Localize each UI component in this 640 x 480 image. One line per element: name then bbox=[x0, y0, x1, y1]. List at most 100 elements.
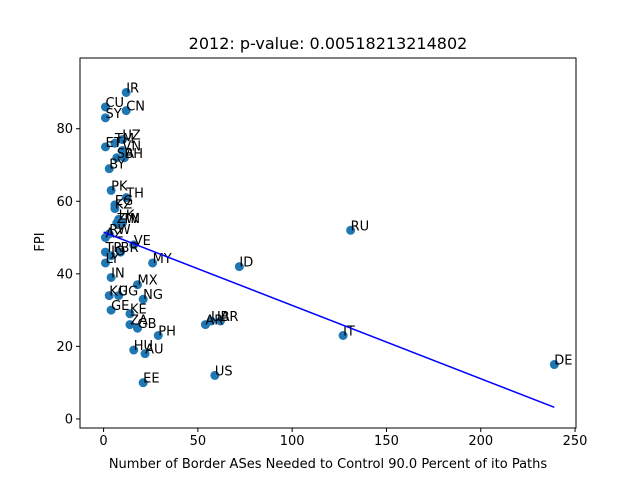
data-point bbox=[153, 331, 163, 340]
data-point bbox=[549, 360, 559, 370]
point-label: JO bbox=[110, 245, 125, 260]
data-point bbox=[121, 87, 131, 97]
data-point bbox=[117, 218, 127, 228]
x-tick-label: 250 bbox=[563, 434, 588, 449]
point-label: HU bbox=[134, 339, 153, 354]
data-point bbox=[216, 316, 226, 326]
point-label: DE bbox=[554, 354, 572, 369]
data-point bbox=[110, 138, 120, 148]
point-label: ZW bbox=[117, 212, 139, 227]
point-label: ID bbox=[239, 256, 253, 271]
x-tick-label: 50 bbox=[190, 434, 207, 449]
point-label: PK bbox=[111, 179, 128, 194]
data-point bbox=[206, 316, 216, 326]
data-point bbox=[210, 370, 220, 380]
point-label: ET bbox=[105, 136, 121, 151]
y-tick-label: 80 bbox=[56, 122, 73, 137]
point-label: TN bbox=[121, 212, 140, 227]
data-point bbox=[100, 142, 110, 152]
point-label: CU bbox=[105, 96, 124, 111]
point-label: RW bbox=[109, 223, 131, 238]
point-label: NG bbox=[143, 288, 163, 303]
point-label: RU bbox=[351, 219, 370, 234]
data-point bbox=[140, 349, 150, 359]
point-label: UZ bbox=[122, 129, 140, 144]
x-tick-label: 150 bbox=[374, 434, 399, 449]
point-label: MY bbox=[153, 252, 172, 267]
data-point bbox=[106, 185, 116, 195]
data-point bbox=[106, 272, 116, 282]
x-axis-label: Number of Border ASes Needed to Control … bbox=[109, 457, 548, 472]
point-label: PH bbox=[158, 325, 176, 340]
point-label: KE bbox=[130, 303, 147, 318]
point-label: UG bbox=[119, 285, 139, 300]
data-point bbox=[112, 153, 122, 163]
x-tick-label: 200 bbox=[468, 434, 493, 449]
point-label: CN bbox=[126, 100, 145, 115]
data-point bbox=[346, 225, 356, 235]
y-tick-label: 40 bbox=[56, 267, 73, 282]
data-point bbox=[234, 262, 244, 272]
y-tick-label: 20 bbox=[56, 340, 73, 355]
y-tick-label: 60 bbox=[56, 195, 73, 210]
point-label: AU bbox=[145, 343, 163, 358]
data-point bbox=[129, 345, 139, 355]
point-label: US bbox=[215, 364, 233, 379]
data-point bbox=[104, 164, 114, 174]
data-point bbox=[114, 291, 124, 301]
data-point bbox=[125, 309, 135, 319]
point-label: VN bbox=[122, 140, 141, 155]
data-point bbox=[104, 291, 114, 301]
data-point bbox=[133, 280, 143, 290]
data-point bbox=[338, 331, 348, 340]
point-label: BY bbox=[109, 158, 125, 173]
point-label: LY bbox=[105, 252, 119, 267]
data-point bbox=[106, 251, 116, 261]
data-point bbox=[148, 258, 158, 268]
point-label: TH bbox=[125, 187, 144, 202]
point-label: BH bbox=[124, 147, 143, 162]
x-tick-label: 100 bbox=[280, 434, 305, 449]
y-axis-label: FPI bbox=[33, 232, 48, 251]
data-point bbox=[106, 305, 116, 315]
data-point bbox=[121, 106, 131, 116]
x-tick-label: 0 bbox=[99, 434, 107, 449]
data-point bbox=[100, 113, 110, 123]
point-label: AR bbox=[205, 314, 223, 329]
regression-line bbox=[103, 231, 555, 409]
point-label: IR bbox=[126, 81, 139, 96]
point-label: UA bbox=[211, 310, 230, 325]
point-label: GB bbox=[138, 317, 157, 332]
point-label: EG bbox=[115, 194, 133, 209]
data-point bbox=[117, 135, 127, 145]
y-axis-ticks: 0 20 40 60 80 bbox=[56, 122, 80, 427]
point-label: KG bbox=[109, 285, 128, 300]
data-point bbox=[110, 204, 120, 214]
data-point bbox=[138, 294, 148, 304]
data-point bbox=[119, 153, 129, 163]
data-points bbox=[100, 87, 559, 388]
point-label: EE bbox=[143, 372, 159, 387]
point-label: BR bbox=[221, 310, 239, 325]
chart-title: 2012: p-value: 0.00518213214802 bbox=[189, 34, 468, 53]
y-tick-label: 0 bbox=[65, 412, 73, 427]
point-label: SA bbox=[117, 147, 134, 162]
point-label: KZ bbox=[115, 198, 133, 213]
data-point bbox=[133, 323, 143, 333]
data-point bbox=[117, 146, 127, 155]
data-point bbox=[138, 378, 148, 388]
point-label: MX bbox=[138, 274, 158, 289]
data-point bbox=[100, 102, 110, 112]
point-label: SY bbox=[105, 107, 121, 122]
data-point bbox=[125, 320, 135, 330]
point-label: TM bbox=[114, 132, 134, 147]
point-label: BR bbox=[121, 241, 139, 256]
point-label: ZA bbox=[130, 314, 148, 329]
data-point bbox=[100, 233, 110, 243]
data-point bbox=[100, 258, 110, 268]
data-point bbox=[116, 247, 126, 257]
point-label: LK bbox=[119, 208, 135, 223]
point-label: GE bbox=[111, 299, 129, 314]
